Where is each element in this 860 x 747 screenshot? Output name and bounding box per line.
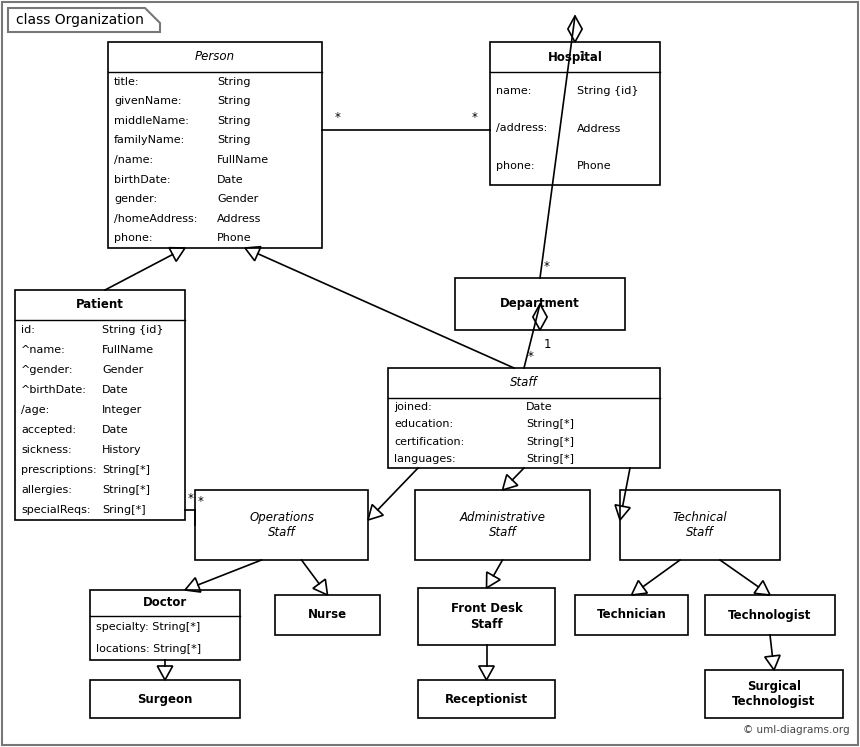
Text: Gender: Gender [102, 365, 144, 375]
Text: Administrative
Staff: Administrative Staff [459, 511, 545, 539]
Bar [90, 680, 240, 718]
Text: Patient: Patient [76, 299, 124, 311]
Text: name:: name: [496, 86, 531, 96]
Text: ^gender:: ^gender: [21, 365, 73, 375]
Text: FullName: FullName [102, 345, 154, 355]
Text: Technical
Staff: Technical Staff [673, 511, 728, 539]
Text: Department: Department [501, 297, 580, 311]
Text: Technician: Technician [597, 609, 666, 622]
Text: String[*]: String[*] [102, 485, 150, 495]
Text: /age:: /age: [21, 405, 49, 415]
Text: accepted:: accepted: [21, 425, 76, 435]
Text: Surgical
Technologist: Surgical Technologist [733, 680, 815, 708]
Bar [575, 595, 688, 635]
Text: String: String [217, 116, 250, 126]
Text: ^name:: ^name: [21, 345, 65, 355]
Text: Hospital: Hospital [548, 51, 603, 63]
Text: *: * [472, 111, 478, 124]
Text: Phone: Phone [577, 161, 611, 171]
Text: specialReqs:: specialReqs: [21, 505, 90, 515]
Text: Address: Address [577, 123, 622, 134]
Text: title:: title: [114, 77, 139, 87]
Bar [705, 595, 835, 635]
Text: String: String [217, 135, 250, 146]
Text: /address:: /address: [496, 123, 547, 134]
Bar [490, 42, 660, 185]
Text: ^birthDate:: ^birthDate: [21, 385, 87, 395]
Text: certification:: certification: [394, 437, 464, 447]
Bar [418, 680, 555, 718]
Text: /homeAddress:: /homeAddress: [114, 214, 198, 223]
Text: Operations
Staff: Operations Staff [249, 511, 314, 539]
Text: Front Desk
Staff: Front Desk Staff [451, 603, 522, 630]
Text: String {id}: String {id} [102, 325, 163, 335]
Bar [418, 588, 555, 645]
Bar [705, 670, 843, 718]
Bar [108, 42, 322, 248]
Text: prescriptions:: prescriptions: [21, 465, 96, 475]
Text: id:: id: [21, 325, 35, 335]
Text: familyName:: familyName: [114, 135, 185, 146]
Text: String: String [217, 96, 250, 106]
Text: gender:: gender: [114, 194, 157, 204]
Text: Surgeon: Surgeon [138, 692, 193, 705]
Bar [388, 368, 660, 468]
Text: *: * [528, 350, 534, 363]
Text: 1: 1 [579, 50, 587, 63]
Text: Date: Date [102, 425, 129, 435]
Text: class Organization: class Organization [16, 13, 144, 27]
Text: Gender: Gender [217, 194, 258, 204]
Text: locations: String[*]: locations: String[*] [96, 644, 201, 654]
Text: education:: education: [394, 419, 453, 430]
Text: Sring[*]: Sring[*] [102, 505, 145, 515]
Bar [15, 290, 185, 520]
Text: birthDate:: birthDate: [114, 175, 170, 185]
Polygon shape [8, 8, 160, 32]
Text: Date: Date [102, 385, 129, 395]
Text: allergies:: allergies: [21, 485, 72, 495]
Text: String[*]: String[*] [526, 419, 574, 430]
Text: Integer: Integer [102, 405, 142, 415]
Bar [195, 490, 368, 560]
Text: joined:: joined: [394, 402, 432, 412]
Text: sickness:: sickness: [21, 445, 71, 455]
Text: *: * [335, 111, 341, 124]
Text: String[*]: String[*] [102, 465, 150, 475]
Text: middleName:: middleName: [114, 116, 189, 126]
Text: FullName: FullName [217, 155, 269, 165]
Text: Date: Date [526, 402, 553, 412]
Text: *: * [198, 495, 204, 508]
Text: String[*]: String[*] [526, 454, 574, 464]
Text: Date: Date [217, 175, 243, 185]
Bar [620, 490, 780, 560]
Text: © uml-diagrams.org: © uml-diagrams.org [743, 725, 850, 735]
Text: specialty: String[*]: specialty: String[*] [96, 622, 200, 632]
Text: phone:: phone: [114, 233, 152, 244]
Text: String: String [217, 77, 250, 87]
Text: Phone: Phone [217, 233, 252, 244]
Text: Receptionist: Receptionist [445, 692, 528, 705]
Text: /name:: /name: [114, 155, 153, 165]
Bar [275, 595, 380, 635]
Text: String {id}: String {id} [577, 86, 638, 96]
Text: History: History [102, 445, 142, 455]
Text: givenName:: givenName: [114, 96, 181, 106]
Text: 1: 1 [544, 338, 551, 351]
Bar [455, 278, 625, 330]
Bar [90, 590, 240, 660]
Text: languages:: languages: [394, 454, 456, 464]
Text: phone:: phone: [496, 161, 535, 171]
Text: Doctor: Doctor [143, 597, 187, 610]
Text: Address: Address [217, 214, 261, 223]
Text: Nurse: Nurse [308, 609, 347, 622]
Bar [415, 490, 590, 560]
Text: Technologist: Technologist [728, 609, 812, 622]
Text: *: * [188, 492, 194, 505]
Text: Staff: Staff [510, 376, 538, 389]
Text: Person: Person [195, 51, 235, 63]
Text: String[*]: String[*] [526, 437, 574, 447]
Text: *: * [544, 260, 550, 273]
